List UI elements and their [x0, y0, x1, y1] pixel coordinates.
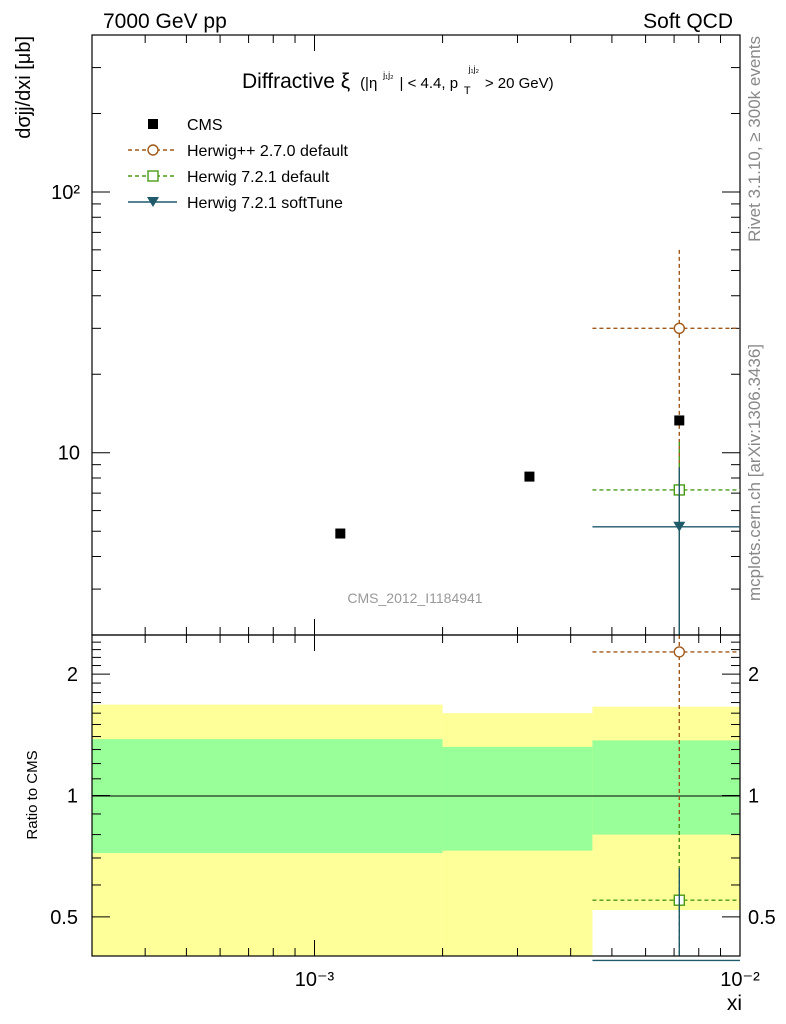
- legend-label-herwig7-default: Herwig 7.2.1 default: [187, 169, 330, 186]
- y-tick-label-right: 0.5: [748, 907, 776, 929]
- title-sup2: j₁j₂: [467, 64, 479, 74]
- y-tick-label: 2: [67, 664, 78, 686]
- title-sub: T: [464, 85, 471, 97]
- ratio-xlabel: xi: [727, 992, 742, 1015]
- title-main: Diffractive ξ: [242, 70, 350, 93]
- y-tick-label-right: 1: [748, 786, 759, 808]
- data-point-filled-square: [335, 528, 346, 539]
- chart-title: Diffractive ξ (|η j₁j₂ | < 4.4, p T j₁j₂…: [242, 54, 554, 99]
- y-tick-label-right: 2: [748, 664, 759, 686]
- legend-marker-herwig7-default: [147, 170, 159, 182]
- legend-label-herwigpp: Herwig++ 2.7.0 default: [187, 143, 349, 160]
- data-point-open-circle: [673, 322, 685, 335]
- ratio-ylabel: Ratio to CMS: [24, 750, 41, 839]
- rivet-label: Rivet 3.1.10, ≥ 300k events: [745, 36, 764, 242]
- legend-label-cms: CMS: [187, 117, 223, 134]
- mcplots-label: mcplots.cern.ch [arXiv:1306.3436]: [745, 344, 764, 601]
- uncertainty-band-green: [592, 740, 740, 835]
- header-left: 7000 GeV pp: [103, 10, 227, 33]
- legend-label-herwig7-softtune: Herwig 7.2.1 softTune: [187, 195, 343, 212]
- legend-marker-cms: [148, 119, 158, 129]
- main-ylabel: dσjj/dxi [μb]: [13, 36, 35, 139]
- title-cut-sup: j₁j₂: [382, 70, 394, 80]
- legend-marker-herwig7-softtune: [147, 197, 159, 207]
- main-panel: 10² 10 Diffractive ξ (|η j₁j₂ | < 4.4, p …: [13, 34, 741, 636]
- title-cut: (|η: [360, 75, 377, 92]
- main-data: [335, 249, 740, 635]
- legend-marker-herwigpp: [147, 144, 159, 156]
- watermark: CMS_2012_I1184941: [347, 590, 482, 606]
- y-tick-label: 10: [58, 443, 80, 465]
- header-right: Soft QCD: [643, 10, 733, 33]
- y-tick-label: 0.5: [50, 907, 78, 929]
- legend: CMS Herwig++ 2.7.0 default Herwig 7.2.1 …: [128, 117, 349, 212]
- ratio-data: [592, 635, 740, 962]
- ratio-panel: 10⁻³ 10⁻² 2 2 1 1 0.5 0.5 Ratio to CMS xi: [24, 634, 776, 1015]
- data-point-filled-square: [674, 415, 685, 426]
- uncertainty-band-green: [442, 746, 593, 851]
- data-point-filled-triangle-down: [673, 521, 686, 532]
- ratio-bands: [92, 704, 740, 956]
- ratio-ticks: 10⁻³ 10⁻² 2 2 1 1 0.5 0.5: [50, 634, 776, 991]
- y-tick-label: 10²: [51, 182, 80, 204]
- data-point-open-circle: [673, 646, 685, 658]
- title-mid: | < 4.4, p: [400, 75, 459, 92]
- x-tick-label: 10⁻²: [720, 969, 760, 991]
- x-tick-label: 10⁻³: [295, 969, 335, 991]
- main-ticks: 10² 10: [51, 34, 741, 636]
- title-end: > 20 GeV): [485, 75, 554, 92]
- data-point-filled-square: [524, 471, 535, 482]
- y-tick-label: 1: [67, 786, 78, 808]
